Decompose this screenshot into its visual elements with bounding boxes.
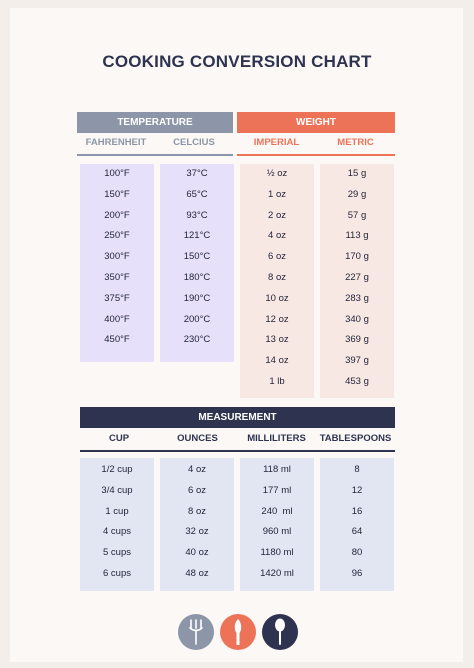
ounces-cell: 4 oz (188, 464, 206, 475)
metric-cell: 397 g (345, 355, 369, 367)
milliliters-cell: 177 ml (262, 484, 292, 496)
metric-cell: 113 g (345, 230, 369, 242)
tablespoons-cell: 12 (351, 484, 363, 496)
celsius-column: 37°C 65°C 93°C 121°C 150°C 180°C 190°C 2… (160, 164, 234, 362)
imperial-cell: 4 oz (268, 230, 286, 242)
measurement-header: MEASUREMENT (80, 407, 395, 428)
utensil-icons (178, 614, 298, 654)
tablespoons-label: TABLESPOONS (319, 433, 392, 444)
milliliters-cell: 240 ml (261, 505, 293, 517)
metric-cell: 453 g (345, 375, 369, 387)
celsius-cell: 37°C (186, 168, 208, 179)
metric-column: 15 g 29 g 57 g 113 g 170 g 227 g 283 g 3… (320, 164, 394, 398)
metric-cell: 170 g (345, 251, 369, 263)
tablespoons-cell: 8 (354, 464, 360, 475)
milliliters-label: MILLILITERS (247, 433, 306, 444)
ounces-cell: 8 oz (188, 505, 206, 517)
measurement-rule (80, 450, 395, 452)
tablespoons-column: 8 12 16 64 80 96 (320, 458, 394, 591)
imperial-cell: 2 oz (268, 209, 286, 221)
metric-cell: 29 g (347, 188, 367, 200)
temperature-header: TEMPERATURE (77, 112, 233, 133)
fahrenheit-column: 100°F 150°F 200°F 250°F 300°F 350°F 375°… (80, 164, 154, 362)
imperial-cell: 6 oz (268, 251, 286, 263)
chart-sheet (10, 8, 463, 662)
metric-label: METRIC (337, 137, 374, 148)
ounces-cell: 40 oz (185, 547, 209, 559)
knife-icon (220, 614, 256, 650)
celsius-cell: 180°C (183, 271, 211, 283)
weight-header: WEIGHT (237, 112, 395, 133)
celsius-cell: 150°C (183, 251, 211, 263)
tablespoons-cell: 64 (351, 526, 363, 538)
fahrenheit-cell: 300°F (104, 251, 130, 263)
imperial-cell: 14 oz (265, 355, 289, 367)
celsius-cell: 65°C (186, 188, 208, 200)
imperial-column: ½ oz 1 oz 2 oz 4 oz 6 oz 8 oz 10 oz 12 o… (240, 164, 314, 398)
cup-cell: 1/2 cup (101, 464, 133, 475)
ounces-column: 4 oz 6 oz 8 oz 32 oz 40 oz 48 oz (160, 458, 234, 591)
imperial-cell: 10 oz (265, 292, 289, 304)
imperial-label: IMPERIAL (253, 137, 300, 148)
fahrenheit-cell: 250°F (104, 230, 130, 242)
tablespoons-cell: 16 (351, 505, 363, 517)
celsius-cell: 190°C (183, 292, 211, 304)
metric-cell: 227 g (345, 271, 369, 283)
fahrenheit-cell: 400°F (104, 313, 130, 325)
fahrenheit-cell: 375°F (104, 292, 130, 304)
milliliters-cell: 1180 ml (260, 547, 294, 559)
spoon-icon (262, 614, 298, 650)
cup-cell: 3/4 cup (101, 484, 133, 496)
ounces-cell: 6 oz (188, 484, 206, 496)
fahrenheit-cell: 350°F (104, 271, 130, 283)
fork-icon (178, 614, 214, 650)
celsius-cell: 93°C (186, 209, 208, 221)
celcius-label: CELCIUS (173, 137, 215, 148)
cup-column: 1/2 cup 3/4 cup 1 cup 4 cups 5 cups 6 cu… (80, 458, 154, 591)
imperial-cell: 13 oz (265, 334, 289, 346)
fahrenheit-cell: 100°F (104, 168, 130, 179)
milliliters-cell: 118 ml (263, 464, 291, 475)
weight-rule (237, 154, 395, 156)
ounces-cell: 32 oz (185, 526, 209, 538)
imperial-cell: 8 oz (268, 271, 286, 283)
ounces-cell: 48 oz (185, 567, 209, 579)
cup-label: CUP (108, 433, 130, 444)
milliliters-column: 118 ml 177 ml 240 ml 960 ml 1180 ml 1420… (240, 458, 314, 591)
cup-cell: 4 cups (103, 526, 131, 538)
milliliters-cell: 960 ml (262, 526, 292, 538)
imperial-cell: ½ oz (266, 168, 288, 179)
fahrenheit-label: FAHRENHEIT (85, 137, 147, 148)
fahrenheit-cell: 450°F (104, 334, 130, 346)
tablespoons-cell: 80 (351, 547, 363, 559)
tablespoons-cell: 96 (351, 567, 363, 579)
metric-cell: 340 g (345, 313, 369, 325)
imperial-cell: 1 lb (269, 375, 285, 387)
imperial-cell: 1 oz (268, 188, 286, 200)
fahrenheit-cell: 200°F (104, 209, 130, 221)
cup-cell: 1 cup (105, 505, 129, 517)
metric-cell: 57 g (347, 209, 367, 221)
metric-cell: 369 g (345, 334, 369, 346)
temperature-rule (77, 154, 233, 156)
cup-cell: 5 cups (103, 547, 131, 559)
celsius-cell: 121°C (183, 230, 211, 242)
imperial-cell: 12 oz (265, 313, 289, 325)
fahrenheit-cell: 150°F (104, 188, 130, 200)
celsius-cell: 230°C (183, 334, 211, 346)
metric-cell: 283 g (345, 292, 369, 304)
celsius-cell: 200°C (183, 313, 211, 325)
cup-cell: 6 cups (103, 567, 131, 579)
ounces-label: OUNCES (177, 433, 218, 444)
metric-cell: 15 g (347, 168, 367, 179)
milliliters-cell: 1420 ml (260, 567, 294, 579)
page-title: COOKING CONVERSION CHART (102, 52, 372, 71)
